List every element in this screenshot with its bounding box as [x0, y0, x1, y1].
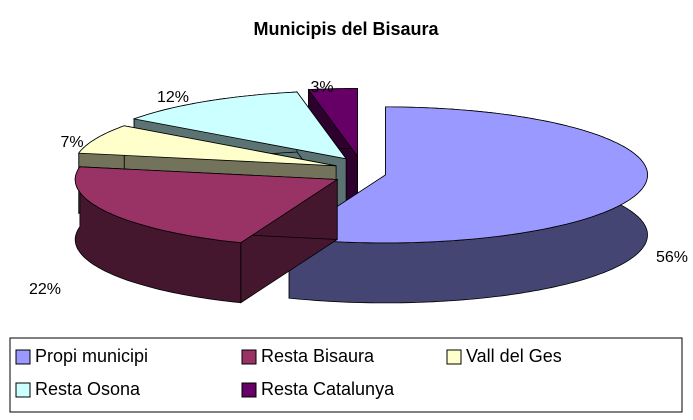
- legend-swatch: [241, 382, 257, 398]
- legend-label: Propi municipi: [35, 346, 148, 366]
- slice-top: [132, 91, 348, 160]
- legend-swatch: [241, 349, 257, 365]
- data-label: 56%: [656, 249, 688, 266]
- legend-label: Resta Catalunya: [261, 379, 395, 399]
- legend-label: Resta Bisaura: [261, 346, 375, 366]
- legend-swatch: [446, 349, 462, 365]
- data-label: 12%: [157, 89, 189, 106]
- slice-top: [307, 88, 359, 158]
- data-label: 7%: [60, 134, 83, 151]
- slice: [74, 165, 339, 304]
- slice-top: [78, 125, 337, 167]
- data-label: 22%: [29, 281, 61, 298]
- legend-box: [9, 337, 683, 413]
- slice-top: [287, 106, 648, 244]
- legend-label: Resta Osona: [35, 379, 141, 399]
- legend-label: Vall del Ges: [466, 346, 562, 366]
- legend-swatch: [15, 349, 31, 365]
- chart-title: Municipis del Bisaura: [253, 19, 439, 39]
- legend-swatch: [15, 382, 31, 398]
- data-label: 3%: [310, 79, 333, 96]
- slice-top: [74, 166, 339, 244]
